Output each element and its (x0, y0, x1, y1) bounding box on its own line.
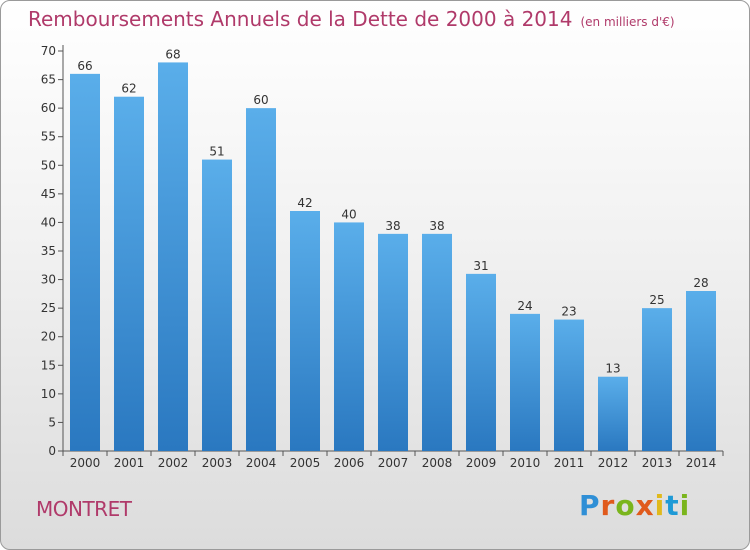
logo-letter: x (635, 489, 655, 522)
data-label-2001: 62 (121, 82, 136, 96)
chart-unit-note: (en milliers d'€) (580, 15, 675, 29)
x-tick-label: 2011 (554, 456, 585, 470)
x-tick-label: 2014 (686, 456, 717, 470)
bar-2008 (422, 233, 452, 451)
x-tick-label: 2001 (114, 456, 145, 470)
y-tick-label: 30 (41, 273, 56, 287)
logo-letter: P (579, 489, 601, 522)
data-label-2007: 38 (385, 219, 400, 233)
x-tick-label: 2003 (202, 456, 233, 470)
data-label-2004: 60 (253, 93, 268, 107)
x-tick-label: 2000 (70, 456, 101, 470)
data-label-2010: 24 (517, 299, 532, 313)
data-label-2013: 25 (649, 293, 664, 307)
data-label-2009: 31 (473, 259, 488, 273)
y-tick-label: 60 (41, 101, 56, 115)
logo-letter: i (679, 489, 691, 522)
y-tick-label: 10 (41, 387, 56, 401)
chart-title: Remboursements Annuels de la Dette de 20… (28, 7, 675, 31)
x-tick-label: 2009 (466, 456, 497, 470)
chart-title-text: Remboursements Annuels de la Dette de 20… (28, 7, 573, 31)
data-label-2002: 68 (165, 47, 180, 61)
logo-letter: r (600, 489, 616, 522)
data-label-2008: 38 (429, 219, 444, 233)
y-tick-label: 35 (41, 244, 56, 258)
data-label-2011: 23 (561, 305, 576, 319)
y-tick-label: 65 (41, 73, 56, 87)
x-tick-label: 2013 (642, 456, 673, 470)
y-tick-label: 15 (41, 358, 56, 372)
data-label-2012: 13 (605, 362, 620, 376)
bar-2010 (510, 313, 540, 451)
data-label-2014: 28 (693, 276, 708, 290)
bar-series: 66 62 68 51 60 42 40 38 38 31 24 23 13 25 28 (70, 47, 716, 452)
x-tick-label: 2008 (422, 456, 453, 470)
bar-2013 (642, 308, 672, 451)
y-tick-label: 0 (48, 444, 56, 458)
bar-2006 (334, 222, 364, 451)
bar-2005 (290, 211, 320, 451)
bar-2002 (158, 62, 188, 452)
town-name: MONTRET (36, 497, 132, 521)
y-tick-label: 5 (48, 415, 56, 429)
y-tick-label: 40 (41, 215, 56, 229)
bar-2014 (686, 291, 716, 451)
bar-2011 (554, 319, 584, 451)
y-tick-label: 70 (41, 44, 56, 58)
y-tick-label: 25 (41, 301, 56, 315)
y-tick-label: 45 (41, 187, 56, 201)
x-tick-label: 2010 (510, 456, 541, 470)
logo-letter: t (665, 489, 680, 522)
bar-2007 (378, 233, 408, 451)
bar-2009 (466, 273, 496, 451)
x-axis: 2000 2001 2002 2003 2004 2005 2006 2007 2008 2009… (62, 450, 724, 470)
bar-2004 (246, 108, 276, 452)
y-tick-label: 50 (41, 158, 56, 172)
x-tick-label: 2006 (334, 456, 365, 470)
x-tick-label: 2005 (290, 456, 321, 470)
bar-2001 (114, 96, 144, 451)
logo-letter: i (654, 489, 666, 522)
proxiti-logo: Proxiti (579, 489, 690, 522)
data-label-2005: 42 (297, 196, 312, 210)
y-tick-label: 55 (41, 130, 56, 144)
x-tick-label: 2002 (158, 456, 189, 470)
bar-2003 (202, 159, 232, 452)
x-tick-label: 2004 (246, 456, 277, 470)
data-label-2000: 66 (77, 59, 92, 73)
data-label-2003: 51 (209, 145, 224, 159)
y-axis: 0 5 10 15 20 25 30 35 40 45 50 55 60 65 70 (41, 44, 64, 458)
logo-letter: o (615, 489, 636, 522)
y-tick-label: 20 (41, 330, 56, 344)
x-tick-label: 2012 (598, 456, 629, 470)
data-label-2006: 40 (341, 207, 356, 221)
bar-2012 (598, 376, 628, 451)
bar-2000 (70, 73, 100, 451)
x-tick-label: 2007 (378, 456, 409, 470)
